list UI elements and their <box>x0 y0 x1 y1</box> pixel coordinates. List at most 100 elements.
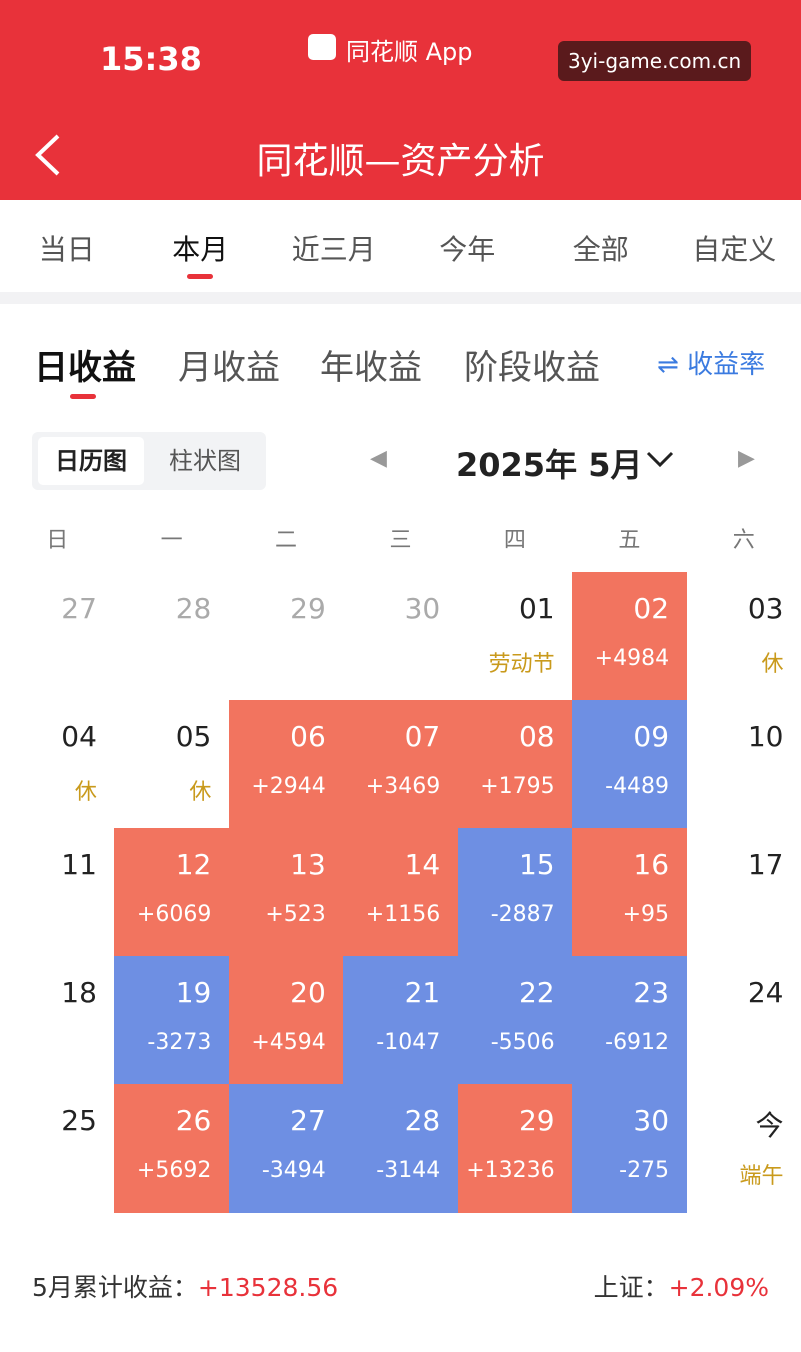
day-cell[interactable]: 29 +13236 <box>457 1084 573 1213</box>
back-button[interactable] <box>30 130 66 180</box>
period-tab[interactable]: 自定义 <box>692 233 777 266</box>
day-cell[interactable]: 08 +1795 <box>457 700 573 829</box>
clock: 15:38 <box>100 40 202 78</box>
period-tab[interactable]: 今年 <box>439 233 496 266</box>
period-tab[interactable]: 本月 <box>172 233 229 266</box>
day-number: 27 <box>290 1104 326 1137</box>
day-note: +1795 <box>480 774 555 799</box>
day-cell[interactable]: 09 -4489 <box>572 700 688 829</box>
day-cell[interactable]: 24 <box>687 956 801 1085</box>
day-number: 19 <box>175 976 212 1009</box>
weekday: 三 <box>389 528 412 553</box>
day-cell[interactable]: 03 休 <box>687 572 801 701</box>
calendar: 日 一 二 三 四 五 六 27 28 29 30 01 劳动节 02 +4984 03 休 04 休 05 休 06 +2… <box>0 510 801 1220</box>
day-cell[interactable]: 18 <box>0 956 115 1085</box>
prev-month[interactable]: ◀ <box>370 446 387 471</box>
view-switch: 日历图 柱状图 <box>32 432 266 490</box>
day-cell[interactable]: 13 +523 <box>228 828 344 957</box>
day-cell[interactable]: 07 +3469 <box>343 700 459 829</box>
day-cell[interactable]: 今端午 <box>687 1084 801 1213</box>
month-dropdown[interactable] <box>645 448 675 470</box>
day-cell[interactable]: 27 -3494 <box>228 1084 344 1213</box>
day-number: 23 <box>633 976 670 1009</box>
day-number: 11 <box>61 848 97 881</box>
day-cell[interactable]: 15 -2887 <box>457 828 573 957</box>
day-number: 13 <box>290 848 326 881</box>
day-cell[interactable]: 28 <box>114 572 229 701</box>
day-number: 09 <box>633 720 670 753</box>
day-number: 06 <box>290 720 326 753</box>
day-note: +4984 <box>594 646 670 671</box>
period-tab[interactable]: 近三月 <box>291 233 376 266</box>
day-cell[interactable]: 06 +2944 <box>228 700 344 829</box>
day-note: -275 <box>619 1158 670 1183</box>
day-note: +1156 <box>365 902 441 927</box>
day-number: 18 <box>61 976 97 1009</box>
profit-tabs: 日收益 月收益 年收益 阶段收益 <box>0 330 801 410</box>
day-cell[interactable]: 01 劳动节 <box>458 572 573 701</box>
day-number: 29 <box>518 1104 555 1137</box>
weekday: 一 <box>160 528 183 553</box>
month-label[interactable]: 2025年 5月 <box>456 446 643 484</box>
period-tab[interactable]: 全部 <box>572 233 629 266</box>
day-cell[interactable]: 02 +4984 <box>572 572 688 701</box>
day-cell[interactable]: 21 -1047 <box>343 956 459 1085</box>
day-cell[interactable]: 30 <box>343 572 458 701</box>
weekday: 五 <box>618 528 641 553</box>
day-note: -5506 <box>490 1030 555 1055</box>
day-cell[interactable]: 28 -3144 <box>343 1084 459 1213</box>
day-cell[interactable]: 05 休 <box>114 700 229 829</box>
weekday: 四 <box>503 528 526 553</box>
day-number: 20 <box>290 976 326 1009</box>
day-note: 休 <box>74 780 97 805</box>
day-cell[interactable]: 30 -275 <box>572 1084 688 1213</box>
day-cell[interactable]: 10 <box>687 700 801 829</box>
tab-indicator <box>187 274 214 279</box>
profit-tab[interactable]: 月收益 <box>178 348 280 388</box>
day-cell[interactable]: 12 +6069 <box>114 828 230 957</box>
day-cell[interactable]: 17 <box>687 828 801 957</box>
day-number: 14 <box>404 848 441 881</box>
view-tab[interactable]: 日历图 <box>38 437 144 485</box>
page-title: 同花顺—资产分析 <box>256 141 545 182</box>
view-tab[interactable]: 柱状图 <box>169 447 241 475</box>
next-month[interactable]: ▶ <box>738 446 755 471</box>
profit-tab[interactable]: 阶段收益 <box>464 348 600 388</box>
day-cell[interactable]: 29 <box>229 572 344 701</box>
day-note: 休 <box>761 652 784 677</box>
day-cell[interactable]: 14 +1156 <box>343 828 459 957</box>
day-cell[interactable]: 04 休 <box>0 700 115 829</box>
day-number: 28 <box>175 592 212 625</box>
day-number: 24 <box>747 976 784 1009</box>
day-number: 22 <box>518 976 555 1009</box>
index-label: 上证： <box>593 1273 669 1302</box>
day-cell[interactable]: 26 +5692 <box>114 1084 230 1213</box>
day-cell[interactable]: 19 -3273 <box>114 956 230 1085</box>
period-tab[interactable]: 当日 <box>38 233 95 266</box>
day-note: +6069 <box>136 902 212 927</box>
day-number: 10 <box>747 720 784 753</box>
profit-tab[interactable]: 日收益 <box>34 348 136 388</box>
day-cell[interactable]: 22 -5506 <box>457 956 573 1085</box>
rate-toggle[interactable]: ⇌ 收益率 <box>657 350 766 380</box>
day-cell[interactable]: 25 <box>0 1084 115 1213</box>
day-number: 05 <box>175 720 212 753</box>
day-cell[interactable]: 20 +4594 <box>228 956 344 1085</box>
day-note: -3273 <box>147 1030 212 1055</box>
day-number: 12 <box>175 848 212 881</box>
day-cell[interactable]: 23 -6912 <box>572 956 688 1085</box>
day-cell[interactable]: 16 +95 <box>572 828 688 957</box>
profit-tab[interactable]: 年收益 <box>320 348 422 388</box>
day-number: 27 <box>61 592 97 625</box>
day-number: 28 <box>404 1104 441 1137</box>
day-number: 25 <box>61 1104 97 1137</box>
day-cell[interactable]: 27 <box>0 572 115 701</box>
day-note: 劳动节 <box>488 652 555 677</box>
footer-summary: 5月累计收益：+13528.56 <box>32 1268 338 1304</box>
divider <box>0 292 801 304</box>
day-note: +5692 <box>136 1158 212 1183</box>
day-number: 今 <box>755 1109 784 1142</box>
day-note: -3144 <box>376 1158 441 1183</box>
day-cell[interactable]: 11 <box>0 828 115 957</box>
day-number: 16 <box>633 848 670 881</box>
